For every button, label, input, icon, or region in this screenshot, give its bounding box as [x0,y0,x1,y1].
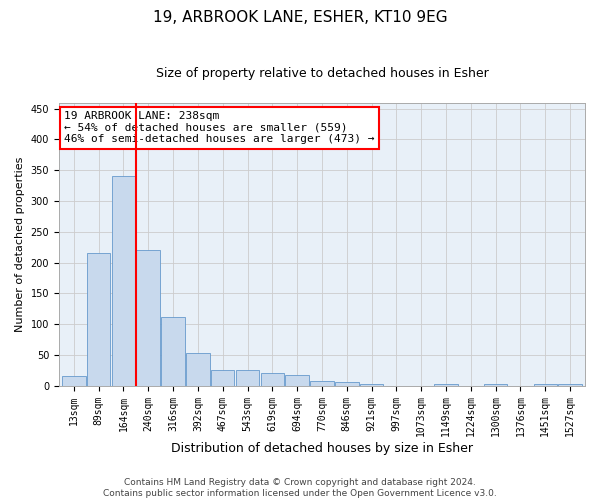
Y-axis label: Number of detached properties: Number of detached properties [15,156,25,332]
Bar [335,382,359,386]
X-axis label: Distribution of detached houses by size in Esher: Distribution of detached houses by size … [171,442,473,455]
Bar [434,384,458,386]
Bar [260,374,284,386]
Bar [87,254,110,386]
Bar [211,370,235,386]
Bar [286,374,309,386]
Bar [236,370,259,386]
Bar [310,380,334,386]
Text: Contains HM Land Registry data © Crown copyright and database right 2024.
Contai: Contains HM Land Registry data © Crown c… [103,478,497,498]
Bar [112,176,135,386]
Bar [484,384,508,386]
Bar [136,250,160,386]
Bar [533,384,557,386]
Text: 19 ARBROOK LANE: 238sqm
← 54% of detached houses are smaller (559)
46% of semi-d: 19 ARBROOK LANE: 238sqm ← 54% of detache… [64,111,374,144]
Bar [62,376,86,386]
Bar [186,353,209,386]
Title: Size of property relative to detached houses in Esher: Size of property relative to detached ho… [155,68,488,80]
Bar [161,316,185,386]
Bar [360,384,383,386]
Bar [559,384,582,386]
Text: 19, ARBROOK LANE, ESHER, KT10 9EG: 19, ARBROOK LANE, ESHER, KT10 9EG [152,10,448,25]
